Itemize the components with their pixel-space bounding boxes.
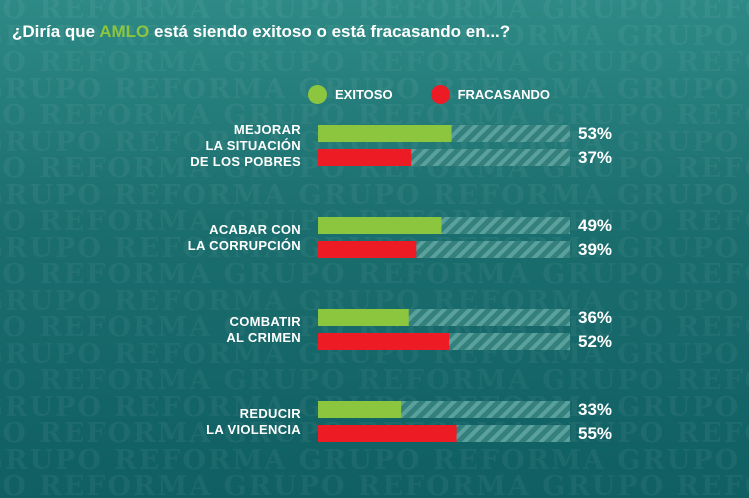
category-label-line: COMBATIR xyxy=(229,313,301,329)
bar-exitoso xyxy=(318,217,442,234)
data-label: 36% xyxy=(578,308,612,327)
bar-exitoso xyxy=(318,125,452,142)
legend-swatch-fracasando xyxy=(430,85,450,104)
category-label-line: AL CRIMEN xyxy=(226,329,301,345)
data-label: 52% xyxy=(578,332,612,351)
category-label: ACABAR CON LA CORRUPCIÓN xyxy=(41,222,301,254)
chart-title: ¿Diría que AMLO está siendo exitoso o es… xyxy=(12,22,510,42)
legend-item-exitoso: EXITOSO xyxy=(308,85,393,104)
bar-exitoso xyxy=(318,401,402,418)
bar-fracasando xyxy=(318,149,412,166)
category-label-line: DE LOS POBRES xyxy=(190,153,301,169)
category-label-line: REDUCIR xyxy=(239,405,301,421)
bar-fracasando xyxy=(318,241,417,258)
legend-item-fracasando: FRACASANDO xyxy=(430,85,551,104)
legend: EXITOSO FRACASANDO xyxy=(308,85,588,104)
data-label: 53% xyxy=(578,124,612,143)
category-label-line: ACABAR CON xyxy=(209,221,301,237)
legend-swatch-exitoso xyxy=(308,85,327,104)
legend-label-exitoso: EXITOSO xyxy=(335,87,393,102)
category-label: COMBATIR AL CRIMEN xyxy=(41,314,301,346)
legend-label-fracasando: FRACASANDO xyxy=(457,87,551,102)
category-label-line: LA SITUACIÓN xyxy=(205,137,301,153)
data-label: 33% xyxy=(578,400,612,419)
category-label: MEJORAR LA SITUACIÓN DE LOS POBRES xyxy=(41,122,301,170)
category-label: REDUCIR LA VIOLENCIA xyxy=(41,406,301,438)
data-label: 49% xyxy=(578,216,612,235)
category-label-line: MEJORAR xyxy=(233,121,301,137)
title-prefix: ¿Diría que xyxy=(12,22,100,41)
data-label: 55% xyxy=(578,424,612,443)
bar-fracasando xyxy=(318,425,457,442)
title-highlight: AMLO xyxy=(99,22,150,41)
bar-fracasando xyxy=(318,333,450,350)
category-label-line: LA VIOLENCIA xyxy=(206,421,301,437)
bar-exitoso xyxy=(318,309,409,326)
category-label-line: LA CORRUPCIÓN xyxy=(187,237,301,253)
data-label: 39% xyxy=(578,240,612,259)
title-suffix: está siendo exitoso o está fracasando en… xyxy=(149,22,511,41)
data-label: 37% xyxy=(578,148,612,167)
